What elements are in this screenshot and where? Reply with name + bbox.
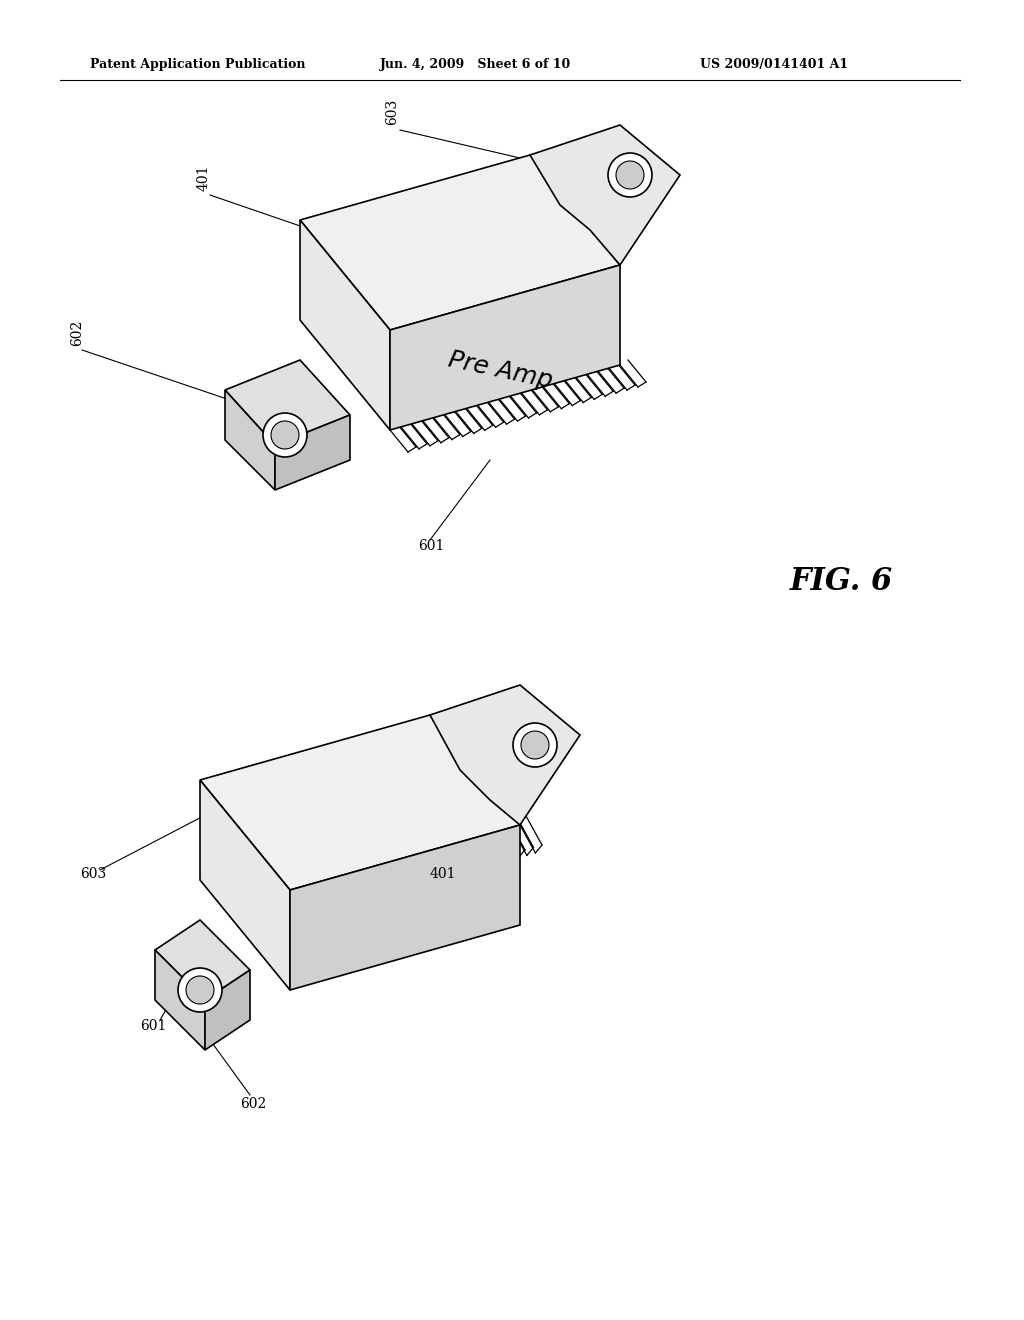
Text: Pre Amp: Pre Amp	[445, 347, 554, 393]
Text: Patent Application Publication: Patent Application Publication	[90, 58, 305, 71]
Text: FIG. 6: FIG. 6	[790, 566, 893, 597]
Text: 401: 401	[430, 867, 457, 880]
Polygon shape	[275, 414, 350, 490]
Polygon shape	[205, 970, 250, 1049]
Polygon shape	[390, 265, 620, 430]
Polygon shape	[530, 125, 680, 265]
Polygon shape	[300, 154, 620, 330]
Text: US 2009/0141401 A1: US 2009/0141401 A1	[700, 58, 848, 71]
Polygon shape	[155, 950, 205, 1049]
Polygon shape	[200, 780, 290, 990]
Circle shape	[178, 968, 222, 1012]
Text: 603: 603	[80, 867, 106, 880]
Polygon shape	[225, 389, 275, 490]
Polygon shape	[430, 685, 580, 825]
Circle shape	[263, 413, 307, 457]
Text: 601: 601	[140, 1019, 166, 1034]
Circle shape	[271, 421, 299, 449]
Text: 401: 401	[197, 165, 211, 191]
Text: 603: 603	[385, 99, 399, 125]
Circle shape	[521, 731, 549, 759]
Polygon shape	[200, 715, 520, 890]
Circle shape	[608, 153, 652, 197]
Circle shape	[513, 723, 557, 767]
Polygon shape	[225, 360, 350, 445]
Circle shape	[616, 161, 644, 189]
Polygon shape	[290, 825, 520, 990]
Circle shape	[186, 975, 214, 1005]
Polygon shape	[155, 920, 250, 1001]
Text: 602: 602	[240, 1097, 266, 1111]
Text: 601: 601	[418, 539, 444, 553]
Text: 602: 602	[70, 319, 84, 346]
Polygon shape	[300, 220, 390, 430]
Text: Jun. 4, 2009   Sheet 6 of 10: Jun. 4, 2009 Sheet 6 of 10	[380, 58, 571, 71]
